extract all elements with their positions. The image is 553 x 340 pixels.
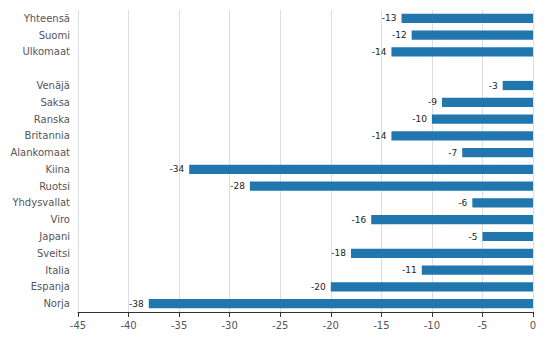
svg-text:-35: -35: [171, 320, 187, 331]
svg-text:-9: -9: [428, 97, 437, 107]
svg-text:-10: -10: [424, 320, 440, 331]
svg-text:Ranska: Ranska: [34, 114, 70, 125]
svg-text:-10: -10: [412, 114, 427, 124]
svg-text:Norja: Norja: [43, 298, 70, 309]
svg-text:Kiina: Kiina: [45, 164, 70, 175]
svg-text:-11: -11: [402, 265, 417, 275]
svg-text:-3: -3: [489, 81, 498, 91]
svg-text:-7: -7: [448, 148, 457, 158]
svg-text:-34: -34: [170, 164, 185, 174]
svg-text:Sveitsi: Sveitsi: [37, 248, 70, 259]
svg-text:0: 0: [530, 320, 536, 331]
svg-text:-20: -20: [323, 320, 339, 331]
svg-text:-12: -12: [392, 30, 407, 40]
svg-text:Saksa: Saksa: [40, 97, 70, 108]
svg-text:-6: -6: [458, 198, 467, 208]
svg-text:-38: -38: [129, 299, 144, 309]
svg-text:-30: -30: [221, 320, 237, 331]
svg-text:-18: -18: [331, 248, 346, 258]
svg-text:Venäjä: Venäjä: [36, 80, 70, 91]
svg-text:-20: -20: [311, 282, 326, 292]
svg-text:Viro: Viro: [51, 214, 70, 225]
svg-text:-45: -45: [70, 320, 86, 331]
svg-text:Espanja: Espanja: [31, 281, 70, 292]
svg-text:Ulkomaat: Ulkomaat: [22, 46, 70, 57]
svg-text:-5: -5: [468, 232, 477, 242]
svg-text:Britannia: Britannia: [25, 130, 70, 141]
svg-text:Alankomaat: Alankomaat: [10, 147, 70, 158]
svg-text:Yhdysvallat: Yhdysvallat: [11, 197, 70, 208]
svg-text:-25: -25: [272, 320, 288, 331]
svg-text:-14: -14: [372, 47, 387, 57]
svg-text:-15: -15: [373, 320, 389, 331]
svg-text:-28: -28: [230, 181, 245, 191]
svg-text:-40: -40: [120, 320, 136, 331]
svg-text:Ruotsi: Ruotsi: [39, 181, 70, 192]
svg-text:Japani: Japani: [38, 231, 70, 242]
svg-text:-5: -5: [477, 320, 487, 331]
svg-text:Italia: Italia: [45, 265, 70, 276]
svg-text:-16: -16: [352, 215, 367, 225]
svg-text:-14: -14: [372, 131, 387, 141]
svg-text:Yhteensä: Yhteensä: [23, 13, 70, 24]
svg-text:Suomi: Suomi: [39, 30, 70, 41]
svg-text:-13: -13: [382, 13, 397, 23]
